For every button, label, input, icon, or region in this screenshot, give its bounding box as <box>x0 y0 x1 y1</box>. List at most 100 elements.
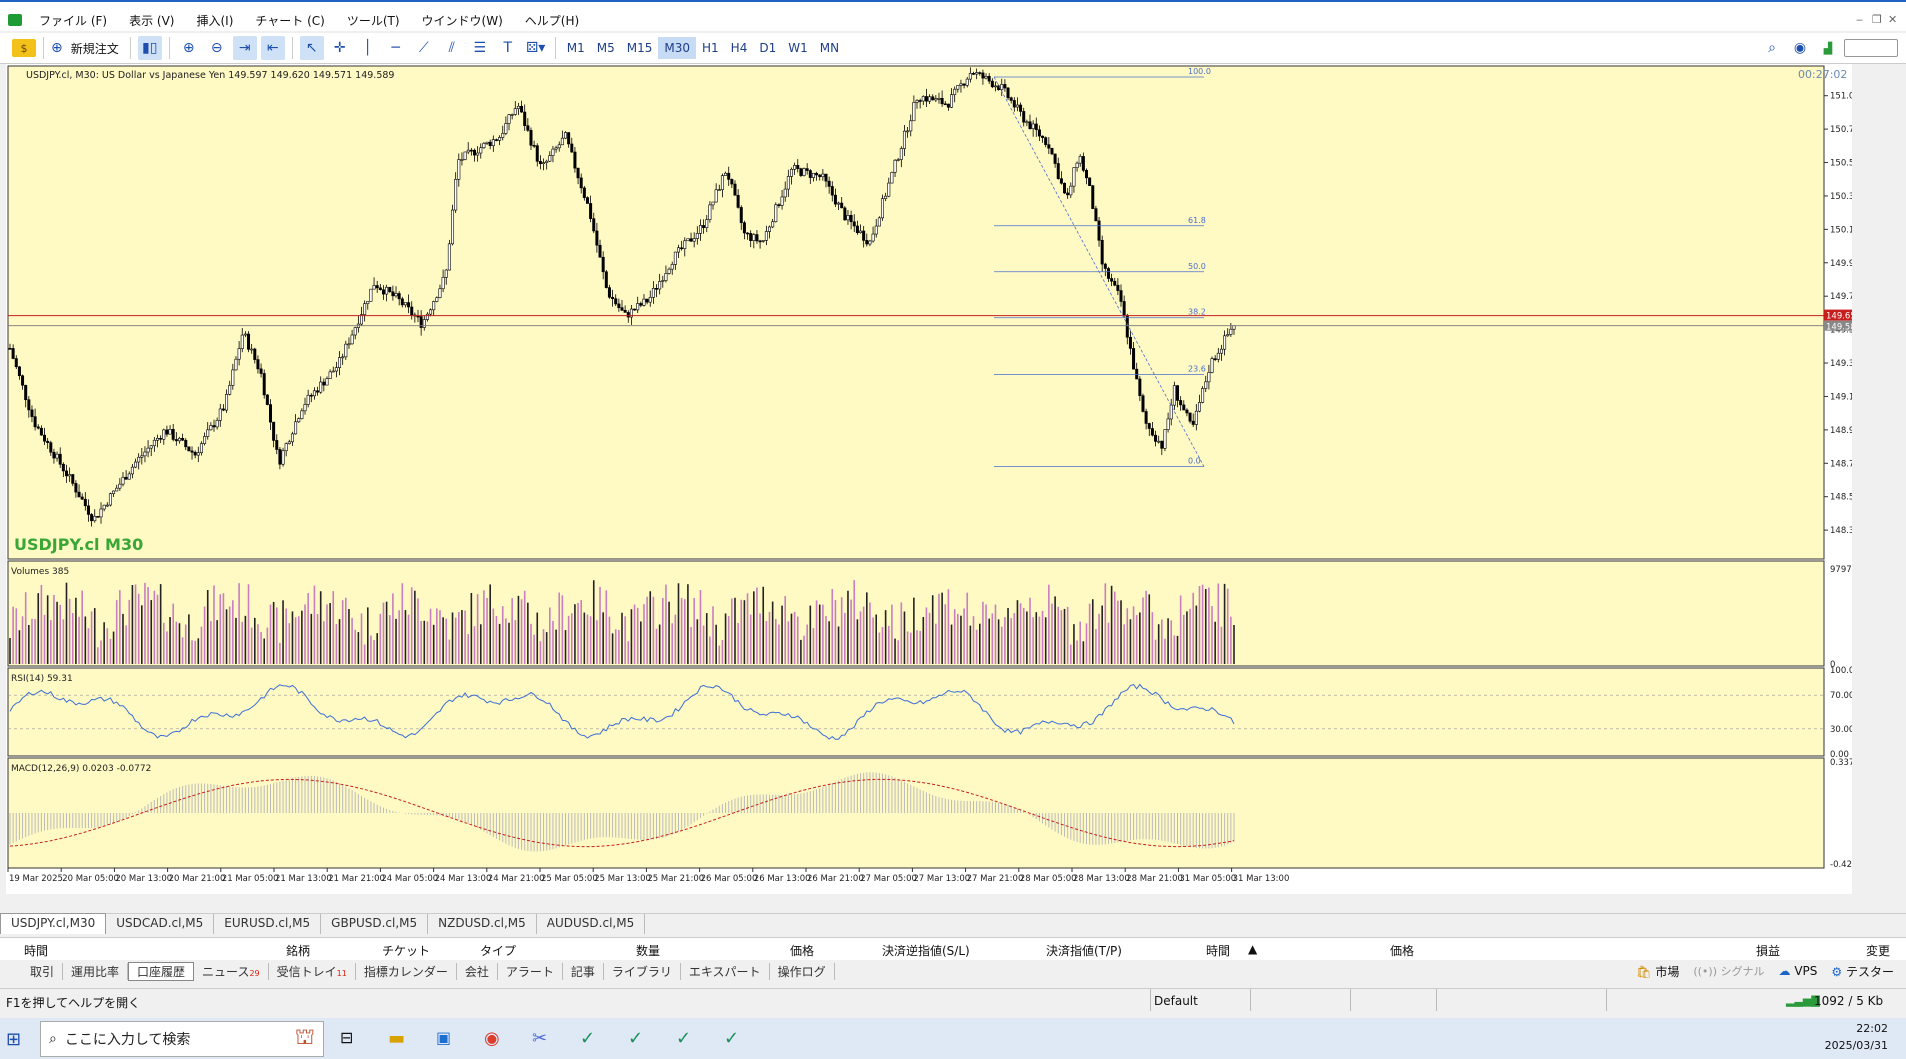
candle-body <box>275 440 279 450</box>
candle-body <box>1216 352 1220 360</box>
tf-w1[interactable]: W1 <box>788 41 808 55</box>
vertical-line-icon[interactable]: │ <box>363 40 372 56</box>
tester-button[interactable]: ⚙ テスター <box>1831 964 1894 979</box>
menu-tools[interactable]: ツール(T) <box>346 13 400 28</box>
candle-body <box>240 334 244 349</box>
col-price[interactable]: 価格 <box>790 944 815 958</box>
shapes-icon[interactable]: ⚄▾ <box>526 40 546 56</box>
chart-canvas[interactable]: 100.0 61.8 50.0 38.2 23.6 0.0 151.000 150.795 1… <box>6 64 1865 894</box>
metatrader-icon[interactable]: ✓ <box>628 1028 644 1049</box>
tf-d1[interactable]: D1 <box>759 41 777 55</box>
terminal-tab[interactable]: 記事 <box>563 962 604 980</box>
col-close-time[interactable]: 時間 <box>1206 944 1231 958</box>
tf-m1[interactable]: M1 <box>566 41 585 55</box>
metatrader-icon[interactable]: ✓ <box>724 1028 740 1049</box>
col-symbol[interactable]: 銘柄 <box>286 944 311 958</box>
account-icon[interactable]: ◉ <box>1793 40 1807 56</box>
menu-insert[interactable]: 挿入(I) <box>196 13 234 28</box>
col-time[interactable]: 時間 <box>24 944 49 958</box>
rsi-line <box>9 683 1235 740</box>
tf-m5[interactable]: M5 <box>596 41 615 55</box>
candle-body <box>821 173 825 178</box>
col-ticket[interactable]: チケット <box>382 944 431 958</box>
vps-button[interactable]: ☁ VPS <box>1778 964 1818 978</box>
terminal-tab[interactable]: 受信トレイ11 <box>269 962 356 980</box>
search-field[interactable] <box>1844 39 1898 57</box>
taskbar-clock[interactable]: 22:02 2025/03/31 <box>1825 1020 1888 1054</box>
menu-window[interactable]: ウインドウ(W) <box>421 13 503 28</box>
market-button[interactable]: 🛍 市場 <box>1636 964 1680 979</box>
chart-tab[interactable]: EURUSD.cl,M5 <box>214 914 322 934</box>
candle-body <box>890 172 894 184</box>
col-volume[interactable]: 数量 <box>636 944 661 958</box>
candle-body <box>1176 385 1180 401</box>
candlestick-icon[interactable]: ▮▯ <box>137 36 162 60</box>
horizontal-line-icon[interactable]: ─ <box>391 40 400 56</box>
fib-level-label: 100.0 <box>1188 67 1211 76</box>
candle-body <box>1116 284 1120 291</box>
menu-view[interactable]: 表示 (V) <box>129 13 175 28</box>
crosshair-icon[interactable]: ✛ <box>333 40 346 56</box>
task-view-icon[interactable]: ⊟ <box>340 1028 354 1047</box>
terminal-tab[interactable]: 口座履歴 <box>128 961 195 981</box>
terminal-tab[interactable]: 会社 <box>457 962 498 980</box>
col-profit[interactable]: 損益 <box>1756 944 1781 958</box>
channel-icon[interactable]: ⫽ <box>448 40 455 56</box>
menu-file[interactable]: ファイル (F) <box>39 13 108 28</box>
restore-icon[interactable]: ❐ <box>1872 13 1882 26</box>
close-icon[interactable]: ✕ <box>1888 13 1898 26</box>
menu-chart[interactable]: チャート (C) <box>255 13 325 28</box>
search-icon[interactable]: ⌕ <box>1768 40 1776 56</box>
terminal-tab[interactable]: 運用比率 <box>63 962 129 980</box>
col-type[interactable]: タイプ <box>480 944 517 958</box>
col-change[interactable]: 変更 <box>1866 944 1891 958</box>
terminal-tab[interactable]: ニュース29 <box>194 962 269 980</box>
new-order-button[interactable]: ⊕ 新規注文 <box>51 40 119 56</box>
terminal-tab[interactable]: 指標カレンダー <box>356 962 457 980</box>
terminal-tab[interactable]: 操作ログ <box>770 962 835 980</box>
windows-start-icon[interactable]: ⊞ <box>6 1029 22 1050</box>
chart-tab[interactable]: USDJPY.cl,M30 <box>0 913 107 934</box>
candle-body <box>162 429 166 440</box>
candle-body <box>548 155 552 162</box>
taskbar-search[interactable]: ⌕ ここに入力して検索 ⛫ <box>40 1021 324 1057</box>
candle-body <box>724 172 728 176</box>
trendline-icon[interactable]: ⟋ <box>418 40 429 56</box>
chart-tab[interactable]: NZDUSD.cl,M5 <box>428 914 537 934</box>
col-close-price[interactable]: 価格 <box>1390 944 1415 958</box>
chart-tab[interactable]: USDCAD.cl,M5 <box>106 914 215 934</box>
tf-h4[interactable]: H4 <box>730 41 748 55</box>
candle-body <box>250 348 254 351</box>
chart-window[interactable]: 100.0 61.8 50.0 38.2 23.6 0.0 151.000 150.795 1… <box>6 64 1865 894</box>
cursor-icon[interactable]: ↖ <box>299 36 324 60</box>
metatrader-icon[interactable]: ✓ <box>580 1028 596 1049</box>
zoom-in-icon[interactable]: ⊕ <box>182 40 195 56</box>
metatrader-icon[interactable]: ✓ <box>676 1028 692 1049</box>
tf-mn[interactable]: MN <box>819 41 840 55</box>
minimize-icon[interactable]: ‒ <box>1856 13 1863 26</box>
file-explorer-icon[interactable]: ▬ <box>388 1028 406 1049</box>
col-sl[interactable]: 決済逆指値(S/L) <box>882 944 970 958</box>
monitor-icon[interactable]: ▣ <box>436 1028 452 1047</box>
terminal-tab[interactable]: 取引 <box>22 962 64 980</box>
signal-icon[interactable]: ▟ <box>1823 41 1833 55</box>
menu-help[interactable]: ヘルプ(H) <box>524 13 580 28</box>
terminal-tab[interactable]: エキスパート <box>681 962 770 980</box>
dollar-icon[interactable]: $ <box>12 39 36 57</box>
chrome-icon[interactable]: ◉ <box>484 1028 500 1049</box>
snipping-icon[interactable]: ✂ <box>532 1028 548 1049</box>
text-icon[interactable]: T <box>503 40 513 56</box>
tf-m15[interactable]: M15 <box>626 41 653 55</box>
terminal-tab[interactable]: ライブラリ <box>604 962 681 980</box>
zoom-out-icon[interactable]: ⊖ <box>210 40 223 56</box>
terminal-tab[interactable]: アラート <box>498 962 563 980</box>
chart-tab[interactable]: GBPUSD.cl,M5 <box>321 914 429 934</box>
signals-button[interactable]: ((•)) シグナル <box>1693 965 1765 978</box>
chart-shift-icon[interactable]: ⇤ <box>260 36 285 60</box>
tf-h1[interactable]: H1 <box>702 41 719 55</box>
col-tp[interactable]: 決済指値(T/P) <box>1046 944 1122 958</box>
fibonacci-icon[interactable]: ☰ <box>473 40 487 56</box>
chart-tab[interactable]: AUDUSD.cl,M5 <box>537 914 646 934</box>
tf-m30[interactable]: M30 <box>658 37 696 59</box>
autoscroll-icon[interactable]: ⇥ <box>232 36 257 60</box>
